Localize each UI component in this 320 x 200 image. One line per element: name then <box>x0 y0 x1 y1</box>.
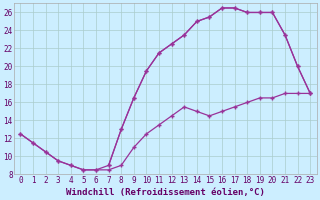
X-axis label: Windchill (Refroidissement éolien,°C): Windchill (Refroidissement éolien,°C) <box>66 188 265 197</box>
